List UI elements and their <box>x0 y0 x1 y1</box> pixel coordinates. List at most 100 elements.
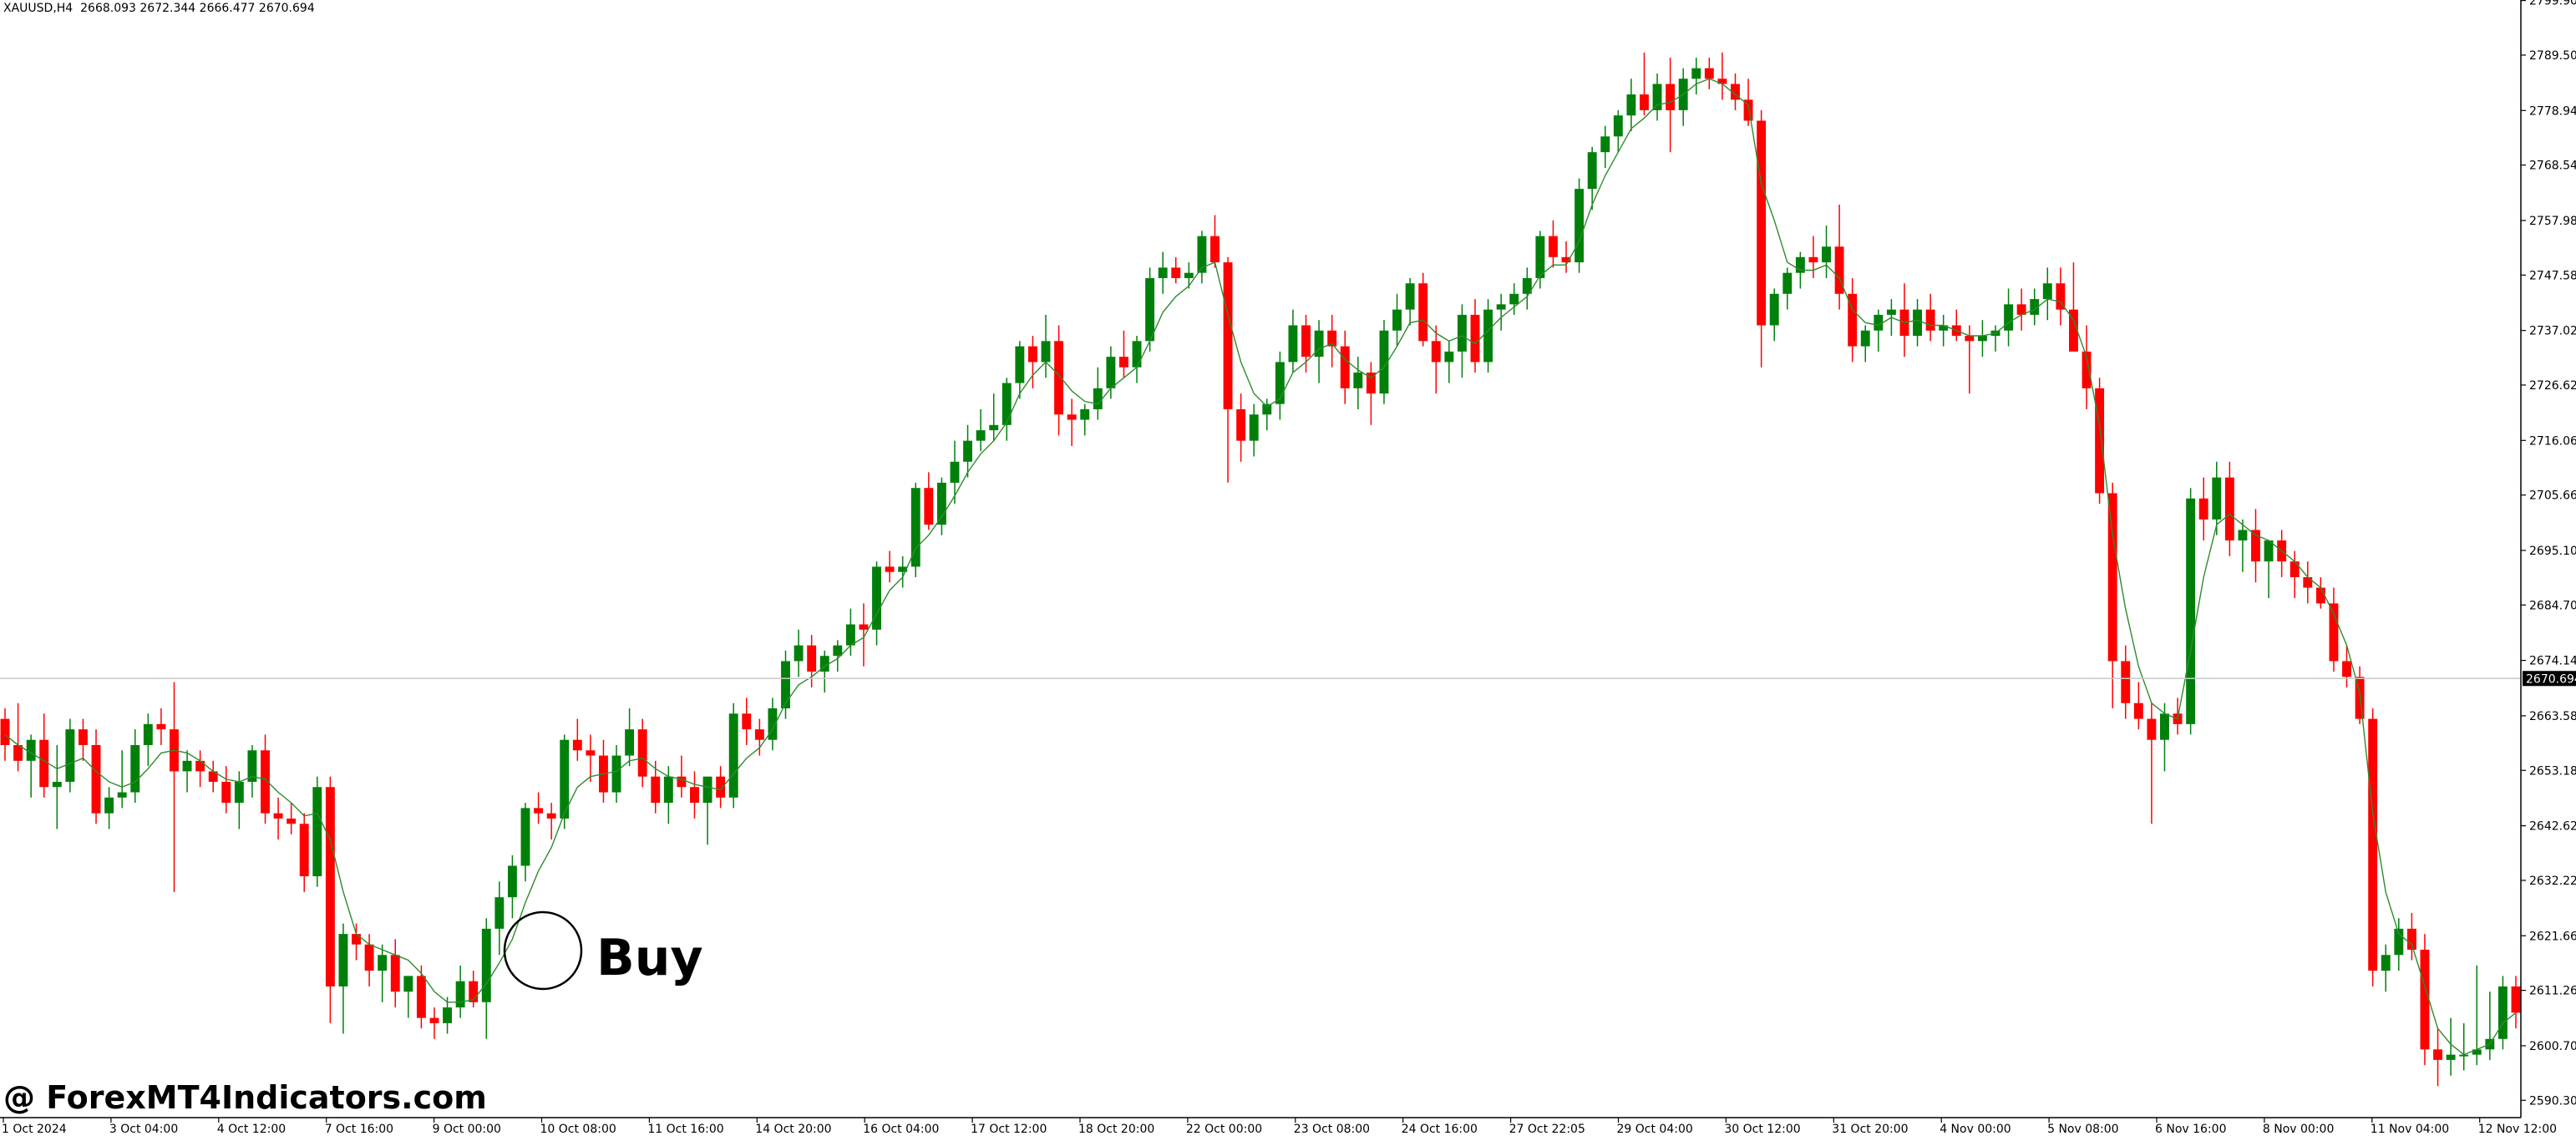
x-tick-label: 18 Oct 20:00 <box>1078 1123 1154 1136</box>
candle <box>2497 976 2508 1050</box>
candle-body <box>2497 986 2508 1039</box>
candle-body <box>1145 277 1155 342</box>
candle <box>2511 976 2521 1029</box>
candle <box>1262 398 1272 431</box>
candle-body <box>1249 414 1259 441</box>
candle-body <box>403 976 413 992</box>
candle-body <box>1001 383 1012 425</box>
candle-body <box>936 482 946 525</box>
candle <box>2459 1022 2469 1071</box>
candle <box>1652 73 1662 121</box>
candle <box>885 550 895 583</box>
candle <box>1769 288 1779 342</box>
candle-body <box>702 776 712 804</box>
candle-body <box>91 745 101 814</box>
candle <box>1808 236 1818 278</box>
candle <box>13 702 23 772</box>
candle <box>1913 299 1922 347</box>
candle <box>2082 325 2092 409</box>
x-tick-label: 8 Nov 00:00 <box>2263 1123 2334 1136</box>
candle-body <box>910 488 920 567</box>
candle <box>1314 320 1324 383</box>
candle-body <box>429 1017 439 1023</box>
candle <box>1015 341 1025 399</box>
candle <box>910 482 920 577</box>
candle <box>403 976 413 1018</box>
candle <box>637 718 647 788</box>
candle-body <box>1418 283 1428 342</box>
y-tick-label: 2737.020 <box>2529 325 2576 338</box>
candle-body <box>1262 403 1272 415</box>
candle <box>91 729 101 824</box>
candle <box>976 408 986 452</box>
candle-body <box>1483 309 1493 363</box>
candle-body <box>364 944 374 971</box>
candle <box>1834 204 1844 310</box>
candle-body <box>2198 498 2208 520</box>
candle-body <box>1965 336 1975 342</box>
candle <box>2121 645 2131 719</box>
candle-body <box>1470 314 1480 363</box>
candle <box>1119 330 1128 378</box>
candle <box>1757 109 1767 368</box>
candle <box>325 776 335 1023</box>
candle-body <box>1067 414 1077 420</box>
candle <box>1041 314 1051 378</box>
candle <box>781 650 790 719</box>
candle <box>2056 267 2066 326</box>
candle <box>1067 398 1077 446</box>
candle-body <box>261 750 270 814</box>
candle <box>1561 241 1571 273</box>
x-tick-label: 29 Oct 04:00 <box>1617 1123 1693 1136</box>
candle <box>208 760 218 793</box>
candle-body <box>1275 362 1285 404</box>
candle-body <box>507 865 517 898</box>
candle <box>1509 283 1519 315</box>
candle-body <box>1925 309 1935 331</box>
candle-body <box>312 787 322 877</box>
candle <box>1496 293 1506 331</box>
candle-body <box>1561 256 1571 263</box>
candle <box>1666 58 1676 153</box>
y-tick-label: 2768.540 <box>2529 160 2576 173</box>
candle-body <box>299 824 309 877</box>
candle-body <box>611 755 621 793</box>
candle-body <box>2030 299 2040 315</box>
candle-body <box>586 750 596 756</box>
candle <box>2016 288 2026 331</box>
y-tick-label: 2642.620 <box>2529 820 2576 834</box>
candle-body <box>416 976 426 1018</box>
current-price-label: 2670.694 <box>2526 672 2576 686</box>
candle-body <box>2160 713 2169 740</box>
moving-average-layer <box>4 78 2517 1056</box>
x-tick-label: 10 Oct 08:00 <box>540 1123 616 1136</box>
candle <box>1353 357 1363 409</box>
candle <box>1522 267 1532 310</box>
candle <box>2004 288 2014 347</box>
candle <box>819 650 829 693</box>
candle <box>1340 330 1350 404</box>
y-tick-label: 2590.300 <box>2529 1094 2576 1108</box>
candle-body <box>469 981 479 1002</box>
x-tick-label: 12 Nov 12:00 <box>2478 1123 2557 1136</box>
candle-body <box>338 934 348 986</box>
x-tick-label: 11 Oct 16:00 <box>647 1123 723 1136</box>
candle <box>1977 320 1987 358</box>
candle <box>754 718 764 756</box>
candle-body <box>1444 351 1454 363</box>
candle <box>898 555 908 588</box>
candle <box>287 803 297 834</box>
candle-body <box>182 760 192 772</box>
candle <box>807 635 817 687</box>
x-tick-label: 1 Oct 2024 <box>2 1123 67 1136</box>
candle <box>1743 79 1753 126</box>
candle <box>1210 215 1220 268</box>
candle <box>416 965 426 1029</box>
y-tick-label: 2778.940 <box>2529 104 2576 118</box>
candle <box>1223 256 1233 483</box>
candle-body <box>1080 408 1090 420</box>
candle-body <box>221 781 231 804</box>
candle <box>1925 293 1935 342</box>
candle-body <box>1782 272 1793 294</box>
